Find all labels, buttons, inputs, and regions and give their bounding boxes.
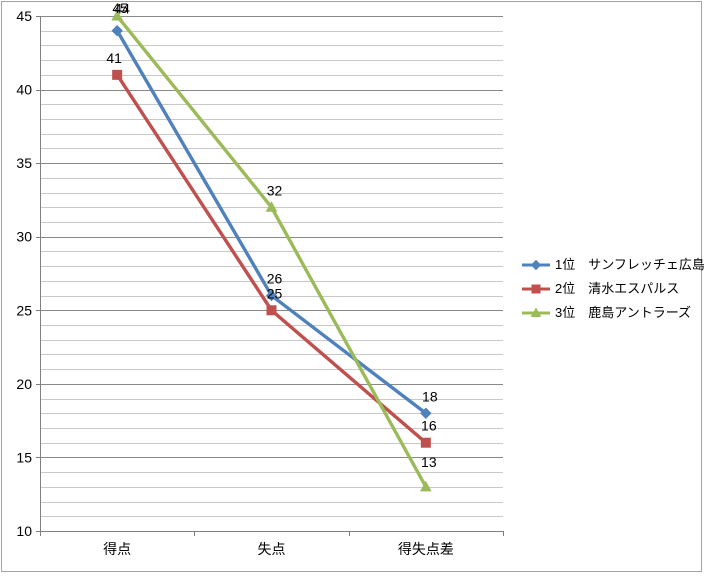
data-label: 26: [267, 271, 283, 287]
y-axis-tick-label: 45: [16, 8, 32, 24]
data-label: 32: [267, 182, 283, 198]
y-axis-tick-label: 15: [16, 449, 32, 465]
triangle-marker[interactable]: [265, 201, 278, 212]
y-axis-tick-label: 10: [16, 523, 32, 539]
square-marker[interactable]: [112, 69, 123, 80]
triangle-marker[interactable]: [111, 9, 124, 21]
diamond-marker[interactable]: [111, 25, 123, 37]
triangle-marker[interactable]: [419, 480, 432, 492]
axis-labels: 10 15 20 25 30 35 40 45 得点 失点 得失点差: [16, 8, 453, 557]
legend-item-2[interactable]: 2位 清水エスパルス: [521, 277, 704, 301]
diamond-marker[interactable]: [265, 289, 278, 302]
series-2[interactable]: [112, 69, 431, 448]
triangle-marker: [530, 307, 542, 317]
square-marker[interactable]: [420, 437, 431, 448]
series-3[interactable]: [111, 9, 432, 492]
legend-label: 1位 サンフレッチェ広島: [555, 257, 704, 272]
data-label: 13: [421, 454, 437, 470]
legend-item-3[interactable]: 3位 鹿島アントラーズ: [521, 301, 704, 325]
series-line[interactable]: [115, 73, 427, 445]
data-label: 25: [267, 285, 283, 301]
x-axis-category-label: 得点: [103, 541, 131, 557]
diamond-marker: [530, 259, 542, 271]
data-label: 45: [112, 0, 128, 16]
y-axis-tick-label: 20: [16, 376, 32, 392]
series-line[interactable]: [115, 29, 427, 415]
data-label: 18: [422, 388, 438, 404]
y-axis-tick-label: 40: [16, 82, 32, 98]
y-axis-tick-label: 25: [16, 302, 32, 318]
x-axis-category-label: 失点: [258, 541, 286, 557]
legend-key-square-icon: [522, 284, 550, 294]
data-label: 41: [106, 50, 122, 66]
diamond-marker[interactable]: [420, 407, 432, 419]
square-marker: [531, 284, 541, 294]
legend: 1位 サンフレッチェ広島 2位 清水エスパルス 3位 鹿島アントラーズ: [521, 253, 704, 325]
series-1[interactable]: [111, 25, 432, 419]
y-axis-tick-label: 30: [16, 229, 32, 245]
legend-label: 2位 清水エスパルス: [555, 281, 680, 296]
x-axis-category-label: 得失点差: [398, 541, 454, 557]
legend-item-1[interactable]: 1位 サンフレッチェ広島: [521, 253, 704, 277]
legend-key-triangle-icon: [522, 307, 550, 317]
square-marker[interactable]: [266, 305, 277, 316]
data-label: 44: [114, 1, 130, 17]
major-gridlines: [40, 16, 503, 458]
data-label: 16: [421, 418, 437, 434]
y-axis-tick-label: 35: [16, 155, 32, 171]
data-labels: 44 26 18 41 25 16 45 32 13: [106, 0, 437, 470]
axes: [36, 16, 504, 536]
legend-label: 3位 鹿島アントラーズ: [555, 305, 692, 320]
legend-key-diamond-icon: [522, 259, 550, 271]
